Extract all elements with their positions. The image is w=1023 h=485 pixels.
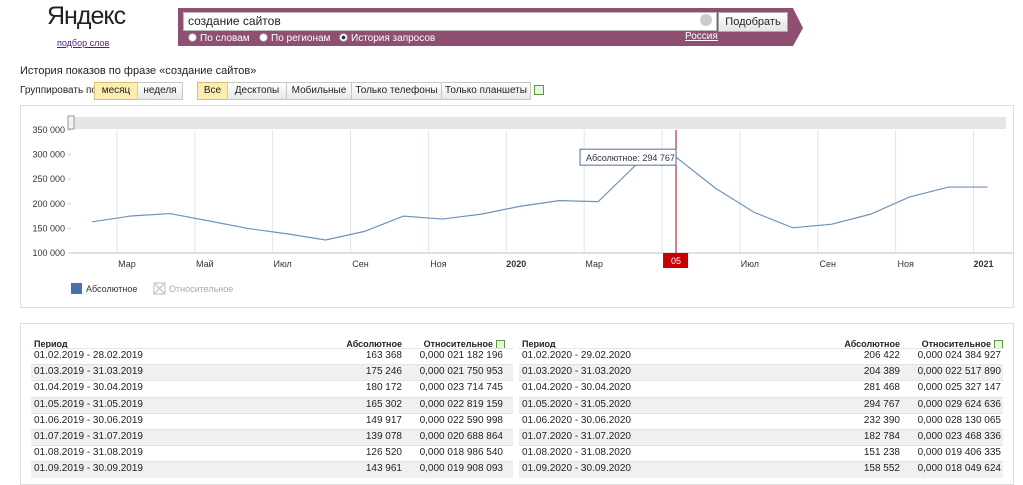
table-cell: 126 520	[366, 445, 402, 461]
table-cell: 01.05.2019 - 31.05.2019	[34, 397, 143, 413]
table-cell: 01.07.2019 - 31.07.2019	[34, 429, 143, 445]
legend-label: Абсолютное	[86, 284, 137, 294]
y-tick-label: 100 000	[32, 248, 65, 258]
table-cell: 149 917	[366, 413, 402, 429]
x-tick-label: 2020	[506, 259, 526, 269]
table-cell: 165 302	[366, 397, 402, 413]
logo-link[interactable]: подбор слов	[57, 38, 109, 48]
table-cell: 0,000 018 986 540	[420, 445, 503, 461]
table-cell: 01.02.2019 - 28.02.2019	[34, 348, 143, 364]
table-cell: 163 368	[366, 348, 402, 364]
radio-option[interactable]: По словам	[188, 33, 250, 44]
table-cell: 0,000 025 327 147	[918, 380, 1001, 396]
table-cell: 281 468	[864, 380, 900, 396]
table-cell: 01.05.2020 - 31.05.2020	[522, 397, 631, 413]
table-cell: 01.07.2020 - 31.07.2020	[522, 429, 631, 445]
device-tab[interactable]: Только телефоны	[351, 82, 442, 100]
table-cell: 0,000 018 049 624	[918, 461, 1001, 477]
radio-label: По словам	[200, 33, 250, 44]
x-tick-label: Мар	[585, 259, 603, 269]
table-cell: 294 767	[864, 397, 900, 413]
logo[interactable]: Яндекс	[47, 2, 125, 31]
x-tick-label: Ноя	[430, 259, 447, 269]
table-cell: 0,000 023 468 336	[918, 429, 1001, 445]
radio-label: История запросов	[351, 33, 435, 44]
chart: 100 000 150 000 200 000 250 000 300 000 350 0…	[20, 105, 1014, 308]
legend-swatch	[71, 283, 82, 294]
table-cell: 01.03.2020 - 31.03.2020	[522, 364, 631, 380]
table-cell: 182 784	[864, 429, 900, 445]
table-cell: 175 246	[366, 364, 402, 380]
group-label: Группировать по:	[20, 85, 100, 96]
table-cell: 01.06.2020 - 30.06.2020	[522, 413, 631, 429]
device-tab[interactable]: Все	[197, 82, 228, 100]
table-cell: 0,000 019 406 335	[918, 445, 1001, 461]
clear-icon[interactable]	[700, 14, 712, 26]
table-cell: 232 390	[864, 413, 900, 429]
table-cell: 204 389	[864, 364, 900, 380]
table-cell: 0,000 020 688 864	[420, 429, 503, 445]
table-cell: 151 238	[864, 445, 900, 461]
table-cell: 01.04.2019 - 30.04.2019	[34, 380, 143, 396]
x-tick-label: Май	[196, 259, 214, 269]
y-tick-label: 250 000	[32, 174, 65, 184]
table-cell: 01.02.2020 - 29.02.2020	[522, 348, 631, 364]
y-tick-label: 200 000	[32, 199, 65, 209]
x-tick-label: Мар	[118, 259, 136, 269]
y-tick-label: 300 000	[32, 150, 65, 160]
table-cell: 0,000 021 750 953	[420, 364, 503, 380]
device-tab[interactable]: Мобильные	[286, 82, 352, 100]
radio-option[interactable]: История запросов	[339, 33, 435, 44]
table-cell: 0,000 028 130 065	[918, 413, 1001, 429]
marker-label: 05	[671, 256, 681, 266]
x-tick-label: Сен	[820, 259, 837, 269]
table-cell: 01.09.2020 - 30.09.2020	[522, 461, 631, 477]
table-cell: 0,000 024 384 927	[918, 348, 1001, 364]
table-cell: 158 552	[864, 461, 900, 477]
group-button[interactable]: неделя	[137, 82, 183, 100]
x-tick-label: Ноя	[897, 259, 914, 269]
table-cell: 01.04.2020 - 30.04.2020	[522, 380, 631, 396]
x-tick-label: Июл	[741, 259, 759, 269]
table-cell: 0,000 029 624 636	[918, 397, 1001, 413]
tooltip: Абсолютное: 294 767	[586, 153, 675, 163]
search-button[interactable]: Подобрать	[718, 12, 788, 32]
y-tick-label: 150 000	[32, 223, 65, 233]
search-input[interactable]: создание сайтов	[183, 12, 717, 31]
x-tick-label: 2021	[974, 259, 994, 269]
table: ПериодАбсолютноеОтносительное01.02.2019 …	[20, 323, 1014, 485]
table-cell: 0,000 022 819 159	[420, 397, 503, 413]
region-link[interactable]: Россия	[685, 31, 718, 42]
table-cell: 0,000 019 908 093	[420, 461, 503, 477]
line-series	[92, 157, 988, 240]
table-cell: 0,000 023 714 745	[420, 380, 503, 396]
scroller	[71, 117, 1006, 129]
device-tab[interactable]: Только планшеты	[441, 82, 531, 100]
table-cell: 01.08.2020 - 31.08.2020	[522, 445, 631, 461]
help-icon[interactable]	[534, 85, 544, 95]
table-cell: 180 172	[366, 380, 402, 396]
device-tab[interactable]: Десктопы	[227, 82, 287, 100]
table-cell: 0,000 022 590 998	[420, 413, 503, 429]
table-cell: 01.09.2019 - 30.09.2019	[34, 461, 143, 477]
table-cell: 01.03.2019 - 31.03.2019	[34, 364, 143, 380]
page-title: История показов по фразе «создание сайто…	[20, 65, 256, 77]
table-cell: 01.08.2019 - 31.08.2019	[34, 445, 143, 461]
radio-option[interactable]: По регионам	[259, 33, 330, 44]
legend-label: Относительное	[169, 284, 233, 294]
table-cell: 0,000 022 517 890	[918, 364, 1001, 380]
table-cell: 143 961	[366, 461, 402, 477]
group-button[interactable]: месяц	[94, 82, 138, 100]
table-cell: 206 422	[864, 348, 900, 364]
y-tick-label: 350 000	[32, 125, 65, 135]
radio-label: По регионам	[271, 33, 330, 44]
x-tick-label: Сен	[352, 259, 369, 269]
table-cell: 139 078	[366, 429, 402, 445]
table-cell: 0,000 021 182 196	[420, 348, 503, 364]
scroller-handle	[68, 116, 74, 129]
x-tick-label: Июл	[274, 259, 292, 269]
table-cell: 01.06.2019 - 30.06.2019	[34, 413, 143, 429]
